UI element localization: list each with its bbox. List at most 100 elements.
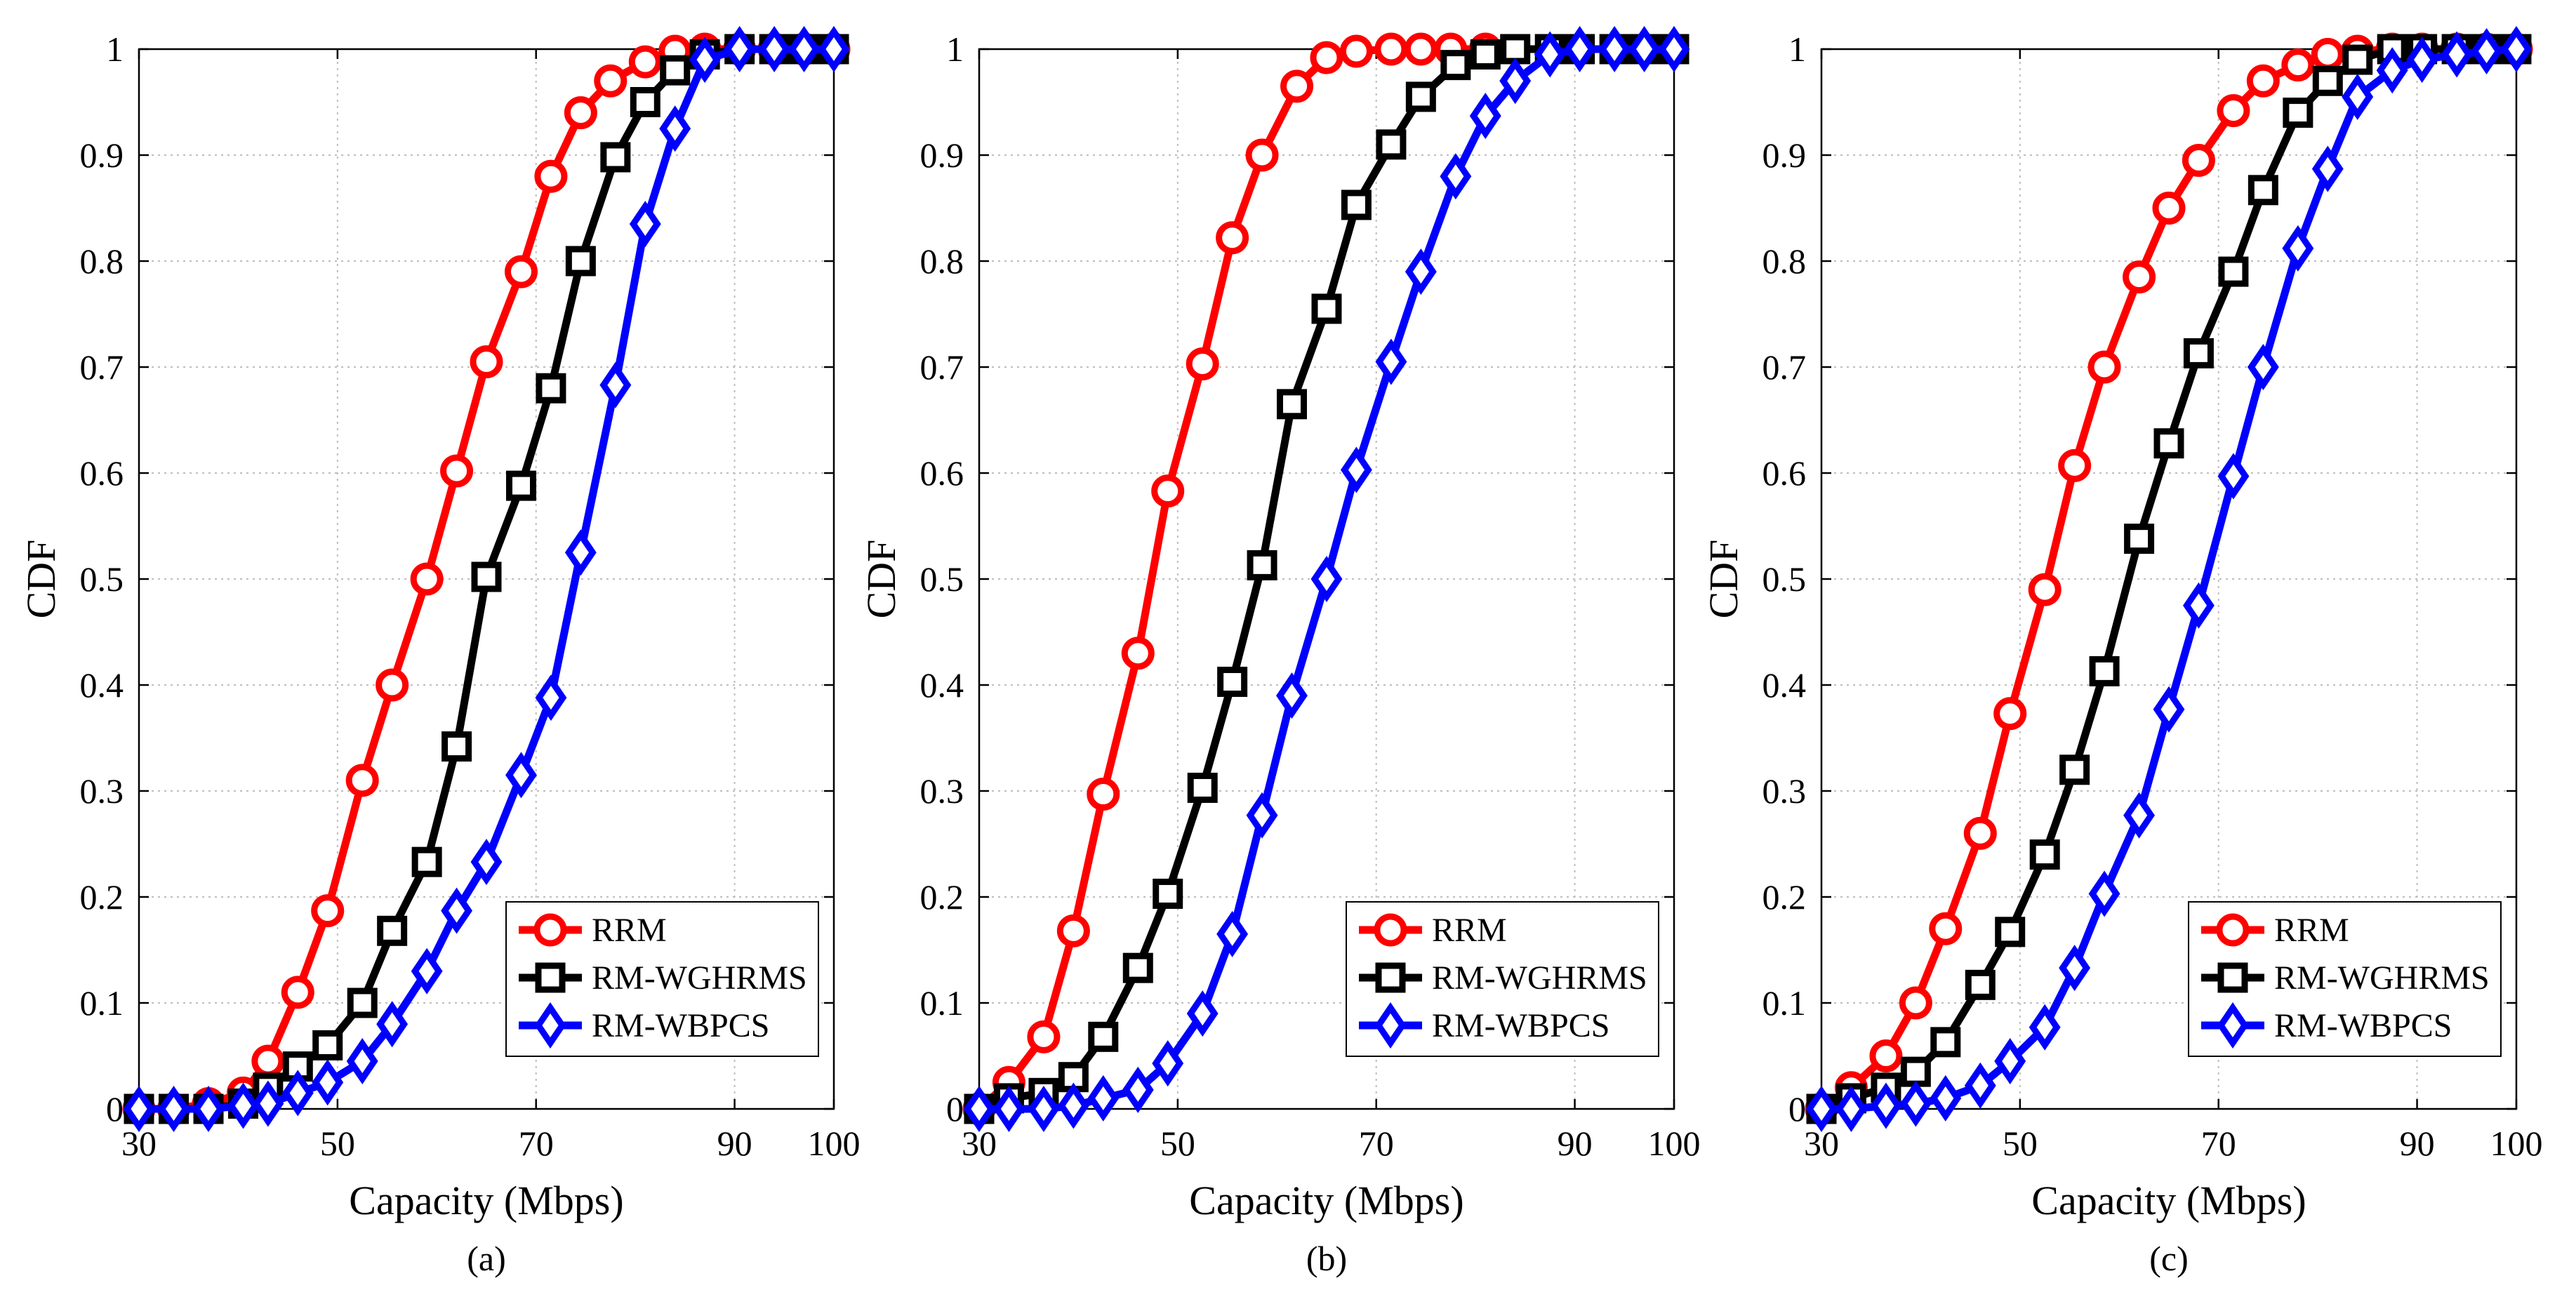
- data-point: [629, 201, 661, 248]
- legend-swatch-marker: [2217, 1002, 2249, 1049]
- x-axis-label: Capacity (Mbps): [1189, 1178, 1463, 1223]
- data-point: [312, 1059, 344, 1106]
- data-point: [471, 561, 502, 592]
- legend: RRM RM-WGHRMS RM-WBPCS: [1346, 901, 1659, 1057]
- data-point: [347, 987, 378, 1018]
- data-point: [227, 1082, 259, 1129]
- data-point: [818, 25, 850, 73]
- y-tick-label: 0.2: [1762, 877, 1807, 917]
- data-point: [1534, 31, 1566, 78]
- data-point: [376, 1001, 409, 1048]
- data-point: [2217, 94, 2250, 128]
- data-point: [1186, 990, 1219, 1037]
- y-tick-label: 0: [106, 1089, 124, 1129]
- x-tick-label: 100: [2490, 1124, 2543, 1163]
- panel-label: (b): [1306, 1239, 1347, 1278]
- data-point: [441, 731, 472, 762]
- data-point: [2153, 686, 2185, 733]
- data-point: [2087, 350, 2121, 384]
- data-point: [410, 562, 444, 596]
- data-point: [2029, 839, 2060, 870]
- data-point: [659, 105, 691, 152]
- data-point: [1405, 81, 1436, 112]
- x-tick-label: 90: [1558, 1124, 1593, 1163]
- y-tick-label: 0.6: [1762, 453, 1807, 493]
- data-point: [1056, 914, 1090, 947]
- data-point: [1276, 672, 1308, 719]
- data-point: [599, 361, 632, 408]
- data-point: [1216, 221, 1249, 255]
- data-point: [312, 1030, 343, 1060]
- series-rm-wbpcs: [963, 25, 1690, 1133]
- x-tick-label: 50: [2003, 1124, 2038, 1163]
- series-rm-wghrms: [1806, 34, 2532, 1124]
- legend-swatch-marker: [533, 913, 567, 947]
- data-point: [2248, 175, 2278, 206]
- x-tick-label: 100: [808, 1124, 861, 1163]
- data-point: [1374, 32, 1408, 66]
- data-point: [1153, 878, 1183, 909]
- data-point: [1277, 389, 1307, 420]
- data-point: [1245, 138, 1279, 172]
- data-point: [158, 1085, 190, 1133]
- x-tick-label: 70: [2201, 1124, 2236, 1163]
- data-point: [594, 64, 628, 98]
- series-rm-wbpcs: [123, 25, 850, 1133]
- legend-swatch-marker: [1375, 962, 1406, 993]
- data-point: [2028, 573, 2062, 606]
- y-tick-label: 0.8: [920, 241, 964, 281]
- data-point: [1339, 34, 1373, 68]
- data-point: [2311, 145, 2344, 192]
- y-tick-label: 0.9: [1762, 135, 1807, 175]
- data-point: [281, 1070, 314, 1117]
- data-point: [1964, 1062, 1996, 1109]
- data-point: [440, 454, 474, 488]
- y-tick-label: 0.8: [1762, 241, 1807, 281]
- data-point: [123, 1085, 155, 1133]
- data-point: [1280, 69, 1314, 103]
- y-tick-label: 0.1: [920, 983, 964, 1023]
- y-axis-label: CDF: [18, 540, 64, 619]
- data-point: [2123, 792, 2156, 839]
- legend-label: RM-WBPCS: [2274, 1007, 2452, 1044]
- data-point: [1440, 153, 1472, 200]
- data-point: [2153, 428, 2184, 459]
- y-tick-label: 1: [1788, 29, 1806, 69]
- data-point: [251, 1044, 285, 1078]
- y-tick-label: 0.1: [1762, 983, 1807, 1023]
- y-axis-label: CDF: [1701, 540, 1746, 619]
- data-point: [564, 529, 597, 576]
- data-point: [252, 1080, 284, 1127]
- data-point: [630, 87, 660, 117]
- data-point: [1186, 347, 1219, 380]
- data-point: [1122, 952, 1153, 983]
- legend-label: RM-WGHRMS: [1432, 959, 1647, 997]
- y-tick-label: 0.5: [920, 559, 964, 599]
- data-point: [1247, 550, 1277, 580]
- data-point: [535, 674, 567, 721]
- data-point: [506, 470, 536, 501]
- data-point: [2218, 256, 2249, 287]
- data-point: [2183, 338, 2214, 368]
- data-point: [505, 255, 538, 288]
- data-point: [534, 159, 568, 193]
- data-point: [311, 894, 345, 928]
- data-point: [2471, 28, 2503, 75]
- data-point: [470, 345, 503, 378]
- data-point: [1805, 1085, 1838, 1133]
- data-point: [1899, 1080, 1932, 1127]
- data-point: [2059, 945, 2091, 992]
- data-point: [2124, 524, 2155, 554]
- x-tick-label: 70: [1359, 1124, 1394, 1163]
- data-point: [345, 764, 379, 797]
- data-point: [1993, 697, 2027, 731]
- data-point: [1121, 637, 1155, 670]
- data-point: [346, 1038, 378, 1085]
- data-point: [2500, 25, 2532, 73]
- y-tick-label: 0.2: [80, 877, 124, 917]
- panel-label: (a): [467, 1239, 506, 1278]
- data-point: [724, 25, 756, 73]
- data-point: [2089, 656, 2120, 686]
- data-point: [1963, 816, 1997, 850]
